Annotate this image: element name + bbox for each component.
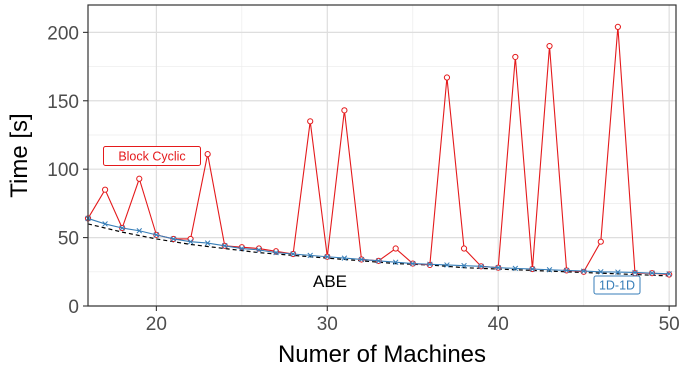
1d-1d-point <box>256 247 262 253</box>
y-tick-label: 0 <box>68 297 79 318</box>
block-cyclic-point <box>443 74 451 81</box>
block-cyclic-point <box>614 23 621 30</box>
1d-1d-point <box>170 236 177 242</box>
block-cyclic-point <box>307 118 314 125</box>
1d-1d-point <box>478 263 484 270</box>
1d-1d-point <box>102 221 108 227</box>
block-cyclic-point <box>597 238 604 245</box>
1d-1d-point <box>204 240 211 246</box>
abe-line <box>87 223 670 277</box>
block-cyclic-point <box>101 186 109 193</box>
1d-1d-point <box>410 260 416 267</box>
1d-1d-point <box>358 256 365 263</box>
1d-1d-point <box>512 265 519 272</box>
x-tick-label: 30 <box>317 314 338 335</box>
block-cyclic-point <box>512 53 519 61</box>
1d-1d-point <box>615 269 621 275</box>
x-tick-label: 40 <box>488 314 509 335</box>
y-tick-label: 50 <box>58 229 79 250</box>
1d-1d-point <box>427 261 433 268</box>
1d-1d-point <box>444 262 450 268</box>
1d-1d-point <box>495 264 501 271</box>
1d-1d-point <box>546 266 553 273</box>
block-cyclic-point <box>546 42 553 50</box>
1d-1d-point <box>221 243 228 249</box>
block-cyclic-label-text: Block Cyclic <box>118 150 185 164</box>
1d-1d-point <box>392 259 399 265</box>
y-tick-label: 150 <box>47 92 79 113</box>
block-cyclic-point <box>204 151 211 158</box>
block-cyclic-label-box <box>103 146 201 166</box>
1d-1d-point <box>239 245 245 252</box>
1d-1d-point <box>290 251 296 257</box>
block-cyclic-point <box>460 245 468 252</box>
axis-tick-labels: 20 30 40 50 0 50 100 150 200 <box>47 23 679 335</box>
x-tick-label: 20 <box>146 314 167 335</box>
1d-1d-point <box>119 225 125 231</box>
1d-1d-point <box>187 238 194 245</box>
series-layer <box>84 23 673 278</box>
1d-1d-point <box>461 262 467 269</box>
1d-1d-point <box>598 269 604 275</box>
1d-1d-point <box>324 253 331 260</box>
panel-border <box>87 4 677 307</box>
1d-1d-point <box>375 258 382 264</box>
block-cyclic-point <box>341 107 348 114</box>
block-cyclic-label: Block Cyclic <box>103 146 201 166</box>
one-d-one-d-label: 1D-1D <box>593 275 641 295</box>
1d-1d-point <box>273 249 279 256</box>
block-cyclic-point <box>392 245 399 252</box>
y-tick-label: 200 <box>47 23 79 44</box>
y-tick-label: 100 <box>47 160 79 181</box>
1d-1d-point <box>563 267 570 274</box>
block-cyclic-point <box>136 175 143 182</box>
block-cyclic-point <box>187 235 194 243</box>
axis-ticks <box>83 31 670 311</box>
y-axis-title: Time [s] <box>6 113 33 197</box>
one-d-one-d-label-text: 1D-1D <box>599 279 635 293</box>
1d-1d-point <box>153 232 160 238</box>
1d-1d-point <box>341 255 348 261</box>
1d-1d-point <box>649 270 655 276</box>
1d-1d-point <box>307 252 313 259</box>
1d-1d-point <box>529 266 536 272</box>
1d-1d-point <box>580 268 587 274</box>
x-axis-title: Numer of Machines <box>278 341 486 368</box>
1d-1d-point <box>666 271 672 277</box>
one-d-one-d-label-box <box>593 275 641 295</box>
abe-label: ABE <box>313 272 347 291</box>
1d-1d-point <box>632 269 638 276</box>
x-tick-label: 50 <box>659 314 680 335</box>
1d-1d-point <box>136 227 143 234</box>
